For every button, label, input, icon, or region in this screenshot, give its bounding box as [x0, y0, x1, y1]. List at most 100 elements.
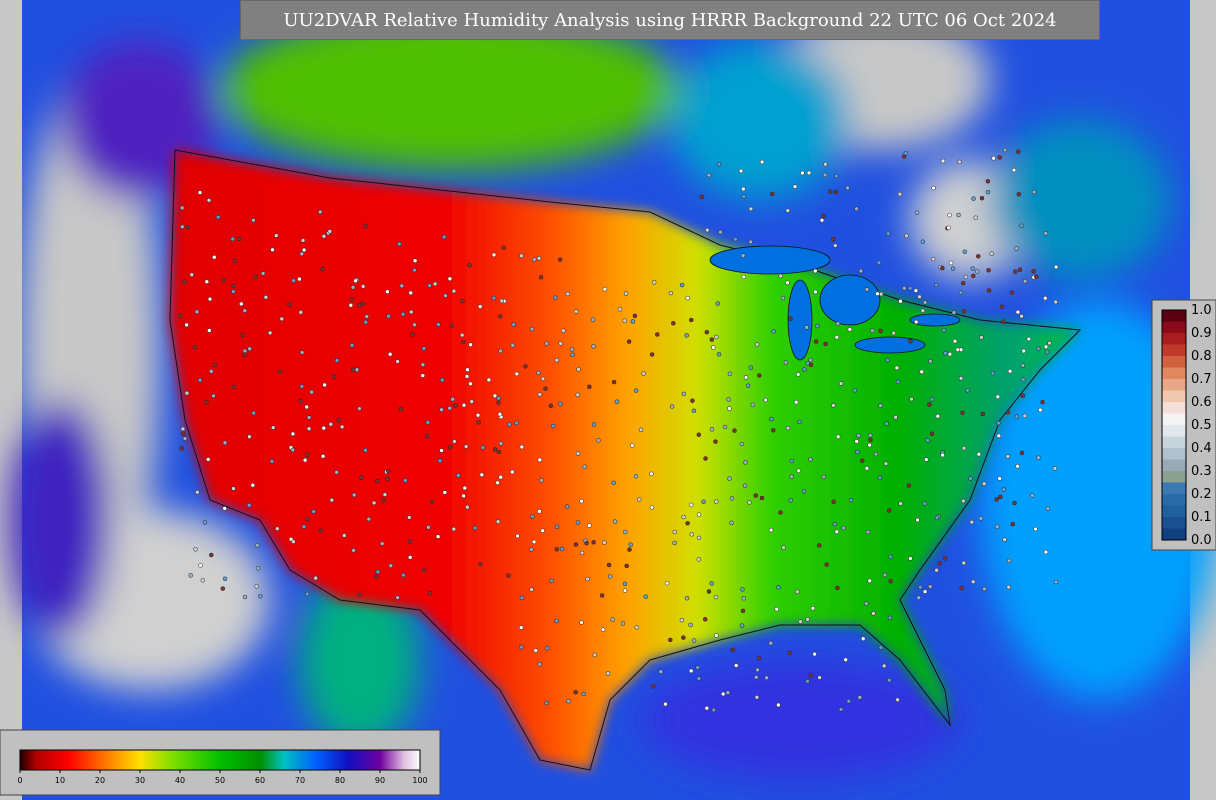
station-dot [754, 342, 760, 347]
tick-label: 70 [295, 776, 305, 785]
station-dot [706, 589, 712, 594]
station-dot [412, 322, 417, 328]
station-dot [696, 432, 702, 437]
station-dot [395, 359, 400, 364]
obs-colorbar: 1.0 0.9 0.8 0.7 0.6 0.5 0.4 0.3 0.2 0.1 0.0 [1161, 303, 1212, 548]
station-dot [305, 516, 310, 522]
station-dot [247, 346, 252, 352]
station-dot [714, 334, 719, 340]
station-dot [373, 574, 379, 579]
station-dot [941, 327, 947, 333]
station-dot [882, 572, 888, 578]
station-dot [1019, 450, 1025, 456]
station-dot [705, 227, 710, 233]
station-dot [585, 576, 590, 582]
station-dot [716, 161, 722, 167]
obs-color-segment [1162, 528, 1186, 541]
station-dot [185, 224, 191, 230]
station-dot [320, 266, 325, 272]
obs-color-segment [1162, 494, 1186, 506]
station-dot [519, 444, 525, 450]
station-dot [477, 304, 483, 309]
station-dot [582, 464, 587, 469]
station-dot [1053, 579, 1059, 585]
station-dot [1007, 368, 1013, 374]
station-dot [833, 243, 838, 248]
station-dot [554, 357, 560, 363]
station-dot [838, 707, 844, 712]
station-dot [768, 527, 774, 533]
station-dot [540, 528, 545, 533]
station-dot [789, 458, 795, 464]
station-dot [353, 278, 358, 284]
station-dot [702, 617, 708, 622]
station-dot [204, 279, 210, 284]
station-dot [743, 460, 748, 465]
station-dot [475, 412, 481, 418]
station-dot [720, 691, 726, 697]
station-dot [963, 274, 969, 280]
station-dot [759, 495, 765, 501]
station-dot [569, 347, 575, 352]
station-dot [1010, 521, 1016, 527]
station-dot [543, 386, 548, 391]
station-dot [611, 379, 617, 385]
station-dot [253, 274, 258, 280]
station-dot [714, 499, 719, 504]
station-dot [831, 499, 836, 504]
station-dot [496, 400, 501, 405]
station-dot [591, 422, 597, 427]
station-dot [298, 310, 304, 315]
station-dot [331, 374, 337, 379]
station-dot [439, 448, 444, 453]
station-dot [888, 554, 893, 560]
station-dot [436, 322, 441, 327]
station-dot [1036, 455, 1041, 460]
station-dot [822, 172, 828, 178]
station-dot [893, 414, 898, 420]
station-dot [334, 358, 340, 363]
tick-label: 1.0 [1191, 303, 1212, 318]
tick-label: 10 [55, 776, 65, 785]
obs-color-segment [1162, 333, 1186, 345]
station-dot [250, 482, 256, 488]
station-dot [808, 673, 814, 678]
station-dot [796, 468, 801, 474]
station-dot [961, 498, 966, 504]
station-dot [1014, 246, 1019, 251]
station-dot [602, 540, 607, 545]
station-dot [260, 271, 266, 276]
station-dot [696, 512, 702, 517]
obs-color-segment [1162, 471, 1186, 483]
tick-label: 0.3 [1191, 464, 1212, 479]
station-dot [961, 309, 967, 314]
station-dot [407, 539, 413, 544]
station-dot [971, 196, 976, 201]
station-dot [1005, 454, 1011, 459]
station-dot [1043, 295, 1048, 301]
station-dot [688, 668, 694, 674]
station-dot [688, 502, 694, 508]
station-dot [947, 351, 953, 357]
station-dot [587, 384, 592, 390]
station-dot [258, 594, 263, 599]
station-dot [817, 675, 822, 680]
station-dot [360, 284, 366, 289]
station-dot [600, 627, 606, 632]
station-dot [940, 158, 946, 164]
station-dot [881, 663, 887, 669]
station-dot [961, 445, 967, 451]
station-dot [873, 451, 879, 457]
obs-color-segment [1162, 390, 1186, 403]
station-dot [630, 443, 635, 448]
station-dot [1031, 269, 1036, 274]
station-dot [277, 369, 283, 375]
station-dot [480, 445, 486, 450]
station-dot [795, 589, 800, 595]
station-dot [774, 606, 779, 612]
station-dot [835, 321, 841, 326]
station-dot [202, 520, 208, 525]
station-dot [459, 332, 465, 338]
station-dot [898, 501, 903, 506]
station-dot [920, 239, 926, 244]
